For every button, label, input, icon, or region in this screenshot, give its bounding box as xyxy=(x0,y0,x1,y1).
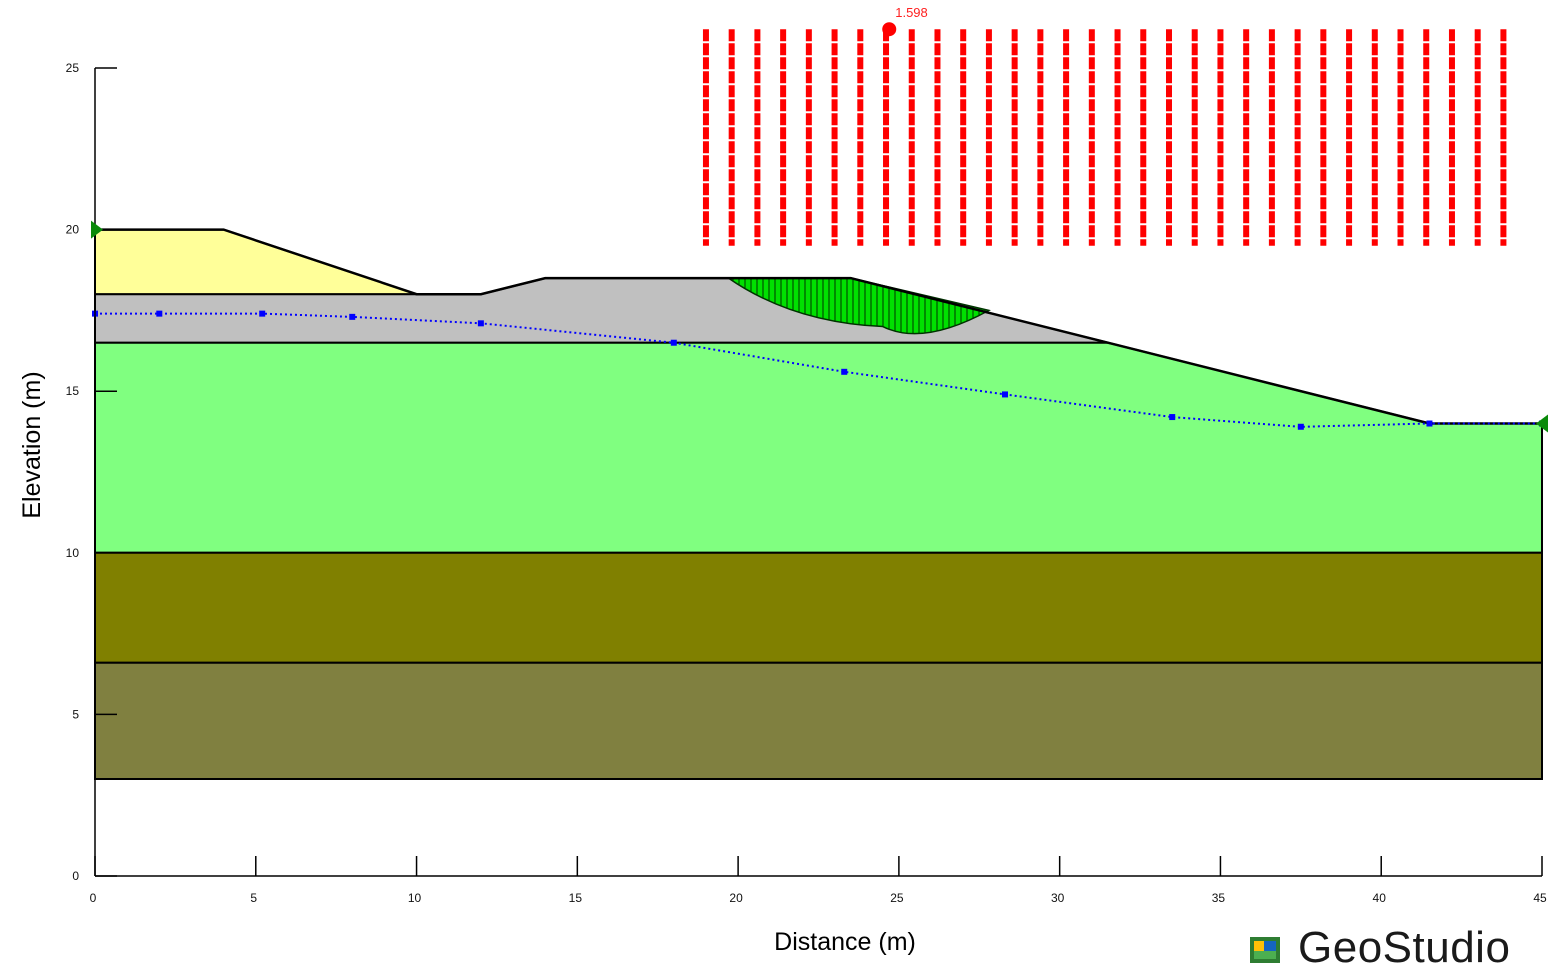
piezometric-point xyxy=(1426,420,1433,427)
piezometric-point xyxy=(1002,391,1009,398)
piezometric-point xyxy=(477,320,484,327)
geostudio-logo-icon xyxy=(1250,933,1284,963)
layer-green-layer xyxy=(94,341,1543,554)
geostudio-logo: GeoStudio xyxy=(1250,918,1556,978)
x-tick-label: 45 xyxy=(1533,891,1547,905)
piezometric-point xyxy=(1297,423,1304,430)
x-tick-label: 20 xyxy=(729,891,743,905)
geostudio-logo-text: GeoStudio xyxy=(1298,923,1511,972)
slip-mass xyxy=(726,277,992,335)
right-boundary-marker xyxy=(1536,414,1548,433)
layer-olive-layer xyxy=(94,551,1543,664)
x-axis-title: Distance (m) xyxy=(774,928,916,956)
y-tick-label: 25 xyxy=(66,61,80,75)
x-tick-label: 40 xyxy=(1373,891,1387,905)
ground-surface xyxy=(95,228,1542,425)
y-tick-label: 5 xyxy=(72,707,79,721)
piezometric-line-path xyxy=(95,312,1542,428)
ground-surface-line xyxy=(95,228,1542,425)
y-tick-label: 10 xyxy=(66,546,80,560)
left-boundary-marker xyxy=(91,220,103,239)
layer-dark-olive-layer xyxy=(94,661,1543,780)
x-tick-label: 35 xyxy=(1212,891,1226,905)
critical-slip-surface xyxy=(726,277,992,335)
piezometric-point xyxy=(156,310,163,317)
y-axis-title: Elevation (m) xyxy=(18,371,46,518)
critical-center-dot xyxy=(882,22,897,37)
y-tick-label: 15 xyxy=(66,384,80,398)
y-tick-label: 20 xyxy=(66,223,80,237)
x-tick-label: 25 xyxy=(890,891,904,905)
axes: 0 5 10 15 20 25 30 35 40 45 0 5 10 15 20 25 xyxy=(66,61,1547,905)
x-tick-label: 5 xyxy=(250,891,257,905)
x-tick-label: 0 xyxy=(90,891,97,905)
piezometric-point xyxy=(259,310,266,317)
piezometric-point xyxy=(1169,414,1176,421)
soil-layers xyxy=(94,228,1543,780)
factor-of-safety-label: 1.598 xyxy=(895,5,928,20)
piezometric-point xyxy=(349,313,356,320)
x-tick-label: 30 xyxy=(1051,891,1065,905)
slip-center-grid xyxy=(702,22,1507,246)
piezometric-point xyxy=(841,368,848,375)
piezometric-point xyxy=(670,339,677,346)
x-tick-label: 10 xyxy=(408,891,422,905)
y-tick-label: 0 xyxy=(72,869,79,883)
boundary-markers xyxy=(91,220,1548,433)
x-tick-label: 15 xyxy=(569,891,583,905)
